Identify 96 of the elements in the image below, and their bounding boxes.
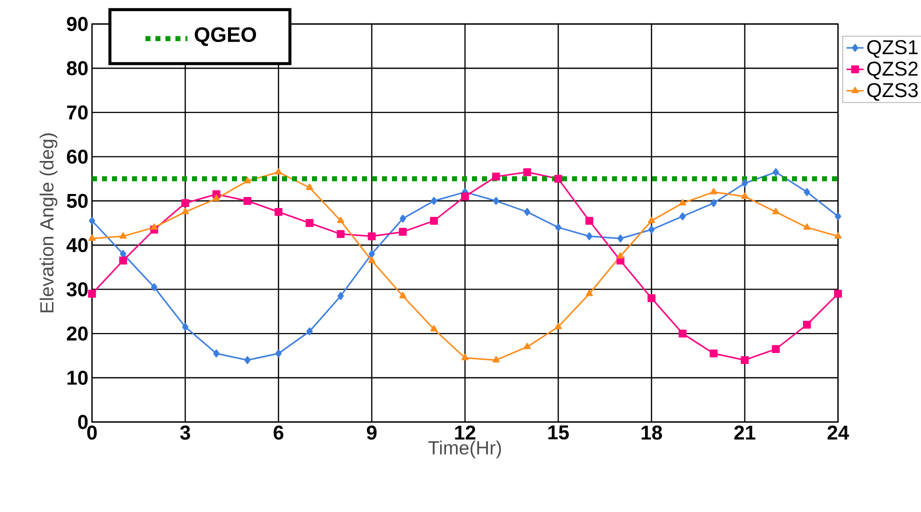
point <box>461 192 469 200</box>
y-tick-label: 40 <box>66 238 88 252</box>
point <box>740 356 749 364</box>
legend-label: QZS1 <box>867 40 918 58</box>
point <box>244 356 251 364</box>
point <box>182 322 188 331</box>
point <box>742 179 748 188</box>
y-tick-label: 70 <box>67 105 88 120</box>
point <box>772 208 780 214</box>
x-tick-label: 12 <box>455 426 476 440</box>
point <box>554 174 562 183</box>
point <box>524 208 530 216</box>
point <box>400 214 406 223</box>
point <box>710 350 718 358</box>
point <box>710 188 718 194</box>
point <box>679 199 686 206</box>
point <box>834 290 842 298</box>
point <box>120 232 127 239</box>
point <box>586 232 592 240</box>
point <box>306 219 314 227</box>
point <box>337 216 344 224</box>
x-tick-label: 24 <box>828 426 850 440</box>
y-tick-label: 60 <box>66 150 88 164</box>
point <box>804 188 810 196</box>
point <box>306 327 313 336</box>
point <box>585 216 594 225</box>
point <box>678 330 687 338</box>
x-tick-label: 3 <box>180 426 190 440</box>
point <box>151 283 158 292</box>
y-tick-label: 20 <box>66 326 88 341</box>
point <box>213 350 220 358</box>
point <box>523 168 532 176</box>
point <box>772 345 780 353</box>
x-tick-label: 0 <box>87 426 97 440</box>
point <box>398 228 407 236</box>
point <box>461 354 469 360</box>
x-tick-label: 21 <box>734 426 756 440</box>
point <box>150 223 158 230</box>
point <box>834 212 842 220</box>
y-tick-label: 50 <box>66 194 88 208</box>
legend-label: QZS3 <box>867 83 918 101</box>
point <box>120 250 126 258</box>
point <box>336 230 345 238</box>
point <box>88 216 96 225</box>
point <box>368 232 376 240</box>
point <box>244 177 251 184</box>
point <box>212 194 220 202</box>
point <box>306 184 314 190</box>
point <box>648 226 655 234</box>
y-tick-label: 90 <box>66 16 88 32</box>
point <box>555 223 562 232</box>
point <box>803 223 810 230</box>
point <box>243 196 252 205</box>
point <box>338 292 344 300</box>
point <box>181 199 190 208</box>
point <box>554 322 562 330</box>
y-tick-label: 10 <box>67 370 88 385</box>
point <box>802 320 811 329</box>
point <box>275 350 282 358</box>
point <box>368 250 375 258</box>
point <box>430 196 438 205</box>
point <box>88 290 96 298</box>
x-tick-label: 18 <box>642 426 662 440</box>
point <box>430 325 438 332</box>
point <box>368 256 376 263</box>
y-tick-label: 0 <box>78 414 88 430</box>
point <box>616 252 624 259</box>
point <box>834 232 842 239</box>
x-axis-title: Time(Hr) <box>428 440 501 458</box>
point <box>710 199 717 208</box>
point <box>274 208 282 216</box>
x-tick-label: 9 <box>366 426 377 440</box>
point <box>679 212 686 220</box>
point <box>274 168 282 174</box>
legend-label: QZS2 <box>867 62 918 80</box>
point <box>492 196 500 205</box>
point <box>524 342 531 350</box>
point <box>586 290 593 296</box>
point <box>648 294 656 302</box>
point <box>741 192 748 199</box>
point <box>772 168 779 176</box>
point <box>88 234 96 241</box>
point <box>617 234 624 242</box>
point <box>119 256 128 265</box>
y-tick-label: 30 <box>66 282 88 296</box>
point <box>492 356 500 362</box>
point <box>648 216 656 224</box>
y-tick-label: 80 <box>66 61 88 76</box>
point <box>492 172 500 181</box>
point <box>430 216 438 225</box>
point <box>182 208 189 214</box>
x-tick-label: 6 <box>274 426 284 440</box>
x-tick-label: 15 <box>548 426 569 440</box>
point <box>399 292 406 298</box>
y-axis-title: Elevation Angle (deg) <box>40 133 58 312</box>
legend-label: QGEO <box>194 27 256 46</box>
